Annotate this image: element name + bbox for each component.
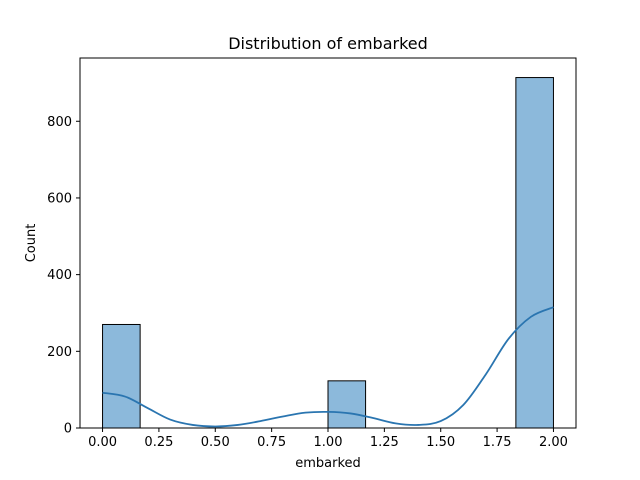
x-tick-label: 0.25: [144, 435, 173, 450]
y-tick-label: 0: [64, 422, 72, 437]
y-axis-label: Count: [24, 224, 39, 263]
histogram-bar-2: [515, 77, 554, 429]
y-tick-label: 800: [47, 115, 72, 130]
histogram-bar-1: [327, 380, 367, 429]
x-tick-label: 2.00: [539, 435, 568, 450]
y-tick-label: 200: [47, 345, 72, 360]
x-tick-label: 0.75: [257, 435, 286, 450]
x-tick-label: 0.50: [201, 435, 230, 450]
x-tick-label: 0.00: [88, 435, 117, 450]
y-tick-label: 600: [47, 191, 72, 206]
chart-title: Distribution of embarked: [228, 34, 428, 53]
x-axis-label: embarked: [295, 456, 361, 471]
y-tick-label: 400: [47, 268, 72, 283]
x-tick-label: 1.50: [426, 435, 455, 450]
x-tick-label: 1.00: [314, 435, 343, 450]
x-tick-label: 1.25: [370, 435, 399, 450]
plot-frame: [79, 57, 577, 429]
histogram-bar-0: [102, 323, 141, 429]
x-tick-label: 1.75: [483, 435, 512, 450]
kde-line: [102, 306, 554, 428]
